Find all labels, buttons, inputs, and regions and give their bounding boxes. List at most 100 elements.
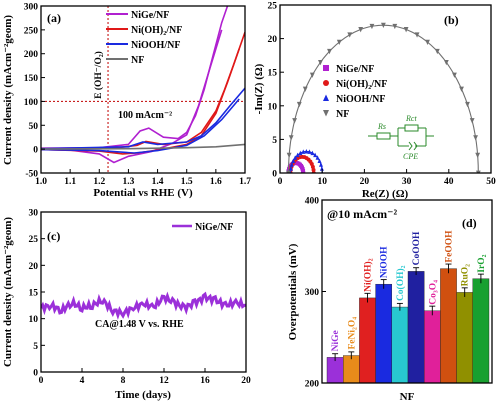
panel-b-point-3 — [318, 59, 323, 66]
panel-a-series-3 — [41, 143, 245, 150]
panel-b-point-3 — [473, 135, 478, 141]
panel-d-bar-label: Ni(OH)₂ — [363, 258, 374, 292]
panel-b-point-2 — [304, 148, 309, 154]
panel-b-x-tick-label: 50 — [486, 177, 496, 187]
panel-d-bar — [407, 271, 425, 384]
panel-b-y-tick-label: 5 — [272, 136, 277, 146]
panel-a-x-tick-label: 1.3 — [122, 177, 134, 187]
panel-d-bar — [375, 283, 393, 384]
equivalent-circuit — [368, 124, 434, 151]
panel-d-y-tick-label: 300 — [305, 288, 320, 298]
panel-b-point-2 — [313, 152, 318, 158]
panel-b-y-tick-label: 20 — [268, 35, 278, 45]
panel-a-frame — [40, 5, 246, 174]
panel-b-y-tick-label: 25 — [268, 2, 278, 12]
panel-a-y-tick-label: 0 — [33, 146, 38, 156]
panel-d-y-tick-label: 200 — [305, 380, 320, 390]
panel-a-y-tick-label: 200 — [24, 50, 39, 60]
panel-b-point-3 — [292, 118, 298, 124]
panel-b-x-tick-label: 20 — [360, 177, 370, 187]
panel-b-point-2 — [293, 155, 298, 160]
panel-b-legend-marker — [323, 80, 329, 86]
panel-b-point-3 — [286, 152, 292, 159]
panel-b-legend-marker — [323, 65, 329, 71]
panel-a-annotation-potential: E (OH⁻/O₂) — [93, 51, 104, 99]
panel-b-point-2 — [295, 152, 300, 158]
panel-a: 1.0 1.1 1.2 1.3 1.4 1.5 1.6 1.7 -50 0 50 100 150 200 2… — [2, 3, 251, 200]
panel-d-label: (d) — [462, 216, 477, 230]
panel-b-point-2 — [307, 149, 312, 154]
panel-b-point-3 — [369, 23, 375, 30]
panel-d: NiGe FeNi₂O₄ Ni(OH)₂ NiOOH Co(OH)₂ CoOOH Co₃O₄… — [287, 197, 493, 403]
panel-b-frame — [279, 4, 492, 174]
panel-b-point-3 — [403, 27, 409, 33]
panel-a-series-2-forward — [41, 87, 245, 150]
panel-c-legend-label: NiGe/NF — [195, 222, 233, 233]
panel-b-point-3 — [469, 118, 475, 124]
panel-b-x-tick-label: 30 — [402, 177, 412, 187]
panel-c-y-tick-label: 5 — [33, 342, 38, 352]
panel-a-y-tick-label: -50 — [25, 170, 38, 180]
panel-c-label: (c) — [47, 229, 60, 243]
panel-d-ylabel: Overpotentials (mV) — [287, 243, 299, 340]
panel-b-point-1 — [310, 164, 315, 169]
panel-b-point-3 — [358, 27, 364, 33]
panel-b-ylabel: -Im(Z) (Ω) — [253, 63, 265, 114]
panel-c-x-tick-label: 0 — [39, 376, 44, 386]
panel-b-point-3 — [327, 48, 332, 55]
panel-d-bar — [472, 278, 490, 384]
panel-b-point-2 — [318, 162, 323, 167]
panel-a-y-tick-label: 250 — [24, 26, 39, 36]
panel-a-y-tick-label: 50 — [29, 122, 39, 132]
panel-d-title: @10 mAcm⁻² — [327, 207, 397, 221]
panel-b-point-3 — [434, 48, 440, 55]
panel-b-point-3 — [452, 72, 457, 78]
panel-c-y-tick-label: 0 — [33, 369, 38, 379]
panel-d-bar — [440, 268, 457, 384]
panel-d-y-tick-label: 400 — [305, 197, 320, 207]
panel-d-bar-label: FeOOH — [445, 230, 455, 263]
panel-d-bar — [456, 292, 474, 384]
panel-b-y-tick-label: 15 — [268, 69, 278, 79]
panel-b-point-3 — [302, 86, 308, 92]
panel-d-frame — [321, 199, 493, 384]
panel-c-y-tick-label: 25 — [29, 235, 39, 245]
panel-b-point-3 — [443, 59, 449, 66]
panel-a-x-tick-label: 1.1 — [64, 177, 76, 187]
panel-a-y-tick-label: 300 — [24, 3, 39, 13]
panel-d-bar-label: NiOOH — [380, 246, 390, 278]
panel-d-bar-label: RuO₂ — [461, 264, 471, 287]
panel-d-bar — [326, 357, 344, 384]
panel-c-annotation: CA@1.48 V vs. RHE — [95, 319, 184, 330]
panel-a-label: (a) — [47, 11, 61, 25]
panel-b-point-2 — [310, 150, 315, 156]
panel-a-legend: NiGe/NF Ni(OH)₂/NF NiOOH/NF NF — [106, 10, 182, 66]
panel-b-point-3 — [336, 39, 342, 45]
panel-d-bar-label: Co₃O₄ — [428, 280, 438, 305]
panel-d-bar-label: NiGe — [331, 330, 341, 351]
panel-c-x-tick-label: 12 — [159, 376, 169, 386]
panel-c-y-tick-label: 15 — [29, 289, 39, 299]
panel-b-point-2 — [317, 158, 322, 164]
panel-a-annotation-current: 100 mAcm⁻² — [118, 110, 172, 121]
panel-b-point-1 — [311, 167, 316, 172]
circuit-label-rs: Rs — [377, 122, 386, 131]
panel-c-frame — [40, 211, 247, 373]
panel-a-y-tick-label: 100 — [24, 98, 39, 108]
panel-b-legend-label: NiGe/NF — [336, 64, 374, 75]
panel-a-x-tick-label: 1.6 — [210, 177, 222, 187]
panel-b-legend-label: Ni(OH)₂/NF — [336, 79, 387, 90]
panel-b-point-3 — [465, 101, 470, 108]
panel-b-point-3 — [459, 86, 464, 92]
panel-a-legend-label: NiOOH/NF — [131, 40, 180, 51]
panel-b: 0 10 20 30 40 50 0 5 10 15 20 25 (b) Re(Z) (Ω) -Im(… — [253, 2, 496, 201]
panel-b-point-3 — [296, 101, 302, 108]
panel-b-legend: NiGe/NF Ni(OH)₂/NF NiOOH/NF NF — [323, 64, 387, 120]
panel-b-label: (b) — [444, 13, 459, 27]
panel-a-y-tick-label: 150 — [24, 74, 39, 84]
panel-b-legend-marker — [323, 110, 329, 117]
panel-c-y-tick-label: 10 — [29, 315, 39, 325]
circuit-label-rct: Rct — [405, 114, 417, 123]
panel-b-x-tick-label: 40 — [444, 177, 454, 187]
